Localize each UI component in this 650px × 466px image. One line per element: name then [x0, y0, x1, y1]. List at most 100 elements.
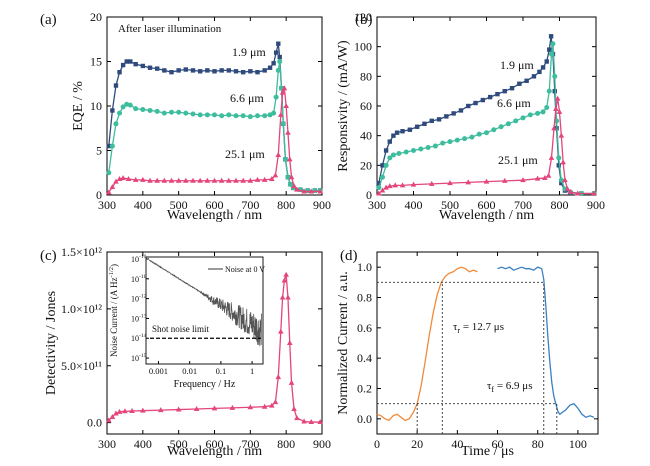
- data-point: [197, 69, 203, 74]
- data-point: [197, 177, 203, 183]
- data-point: [140, 407, 146, 413]
- data-point: [301, 188, 307, 194]
- data-point: [147, 177, 153, 183]
- data-point: [105, 189, 112, 195]
- data-point: [473, 100, 478, 106]
- data-point: [247, 177, 254, 183]
- y-tick-label: 1.0: [357, 260, 372, 274]
- data-point: [308, 419, 315, 425]
- data-point: [558, 177, 564, 183]
- data-point: [129, 408, 135, 414]
- y-tick-label: 0.2: [357, 382, 372, 396]
- data-point: [106, 170, 112, 176]
- data-point: [466, 103, 471, 109]
- data-point: [169, 69, 174, 75]
- data-point: [288, 379, 295, 385]
- data-point: [277, 328, 284, 334]
- data-point: [509, 86, 515, 91]
- data-point: [261, 176, 268, 182]
- y-tick-label: 0.4: [357, 351, 372, 365]
- y-tick-label: 1.0×10¹²: [61, 302, 102, 316]
- data-point: [556, 108, 563, 114]
- data-point: [122, 408, 128, 414]
- data-point: [559, 180, 564, 186]
- data-point: [157, 407, 164, 413]
- data-point: [261, 403, 268, 409]
- data-point: [396, 150, 402, 156]
- data-point: [376, 180, 382, 186]
- inset-x-tick-label: 1: [250, 366, 254, 376]
- data-point: [527, 112, 533, 118]
- data-point: [399, 182, 406, 188]
- data-point: [379, 174, 385, 180]
- panel-label: (c): [40, 248, 57, 264]
- data-point: [537, 69, 542, 75]
- data-point: [154, 177, 160, 183]
- data-point: [161, 110, 167, 116]
- data-point: [262, 113, 268, 119]
- data-point: [128, 59, 133, 64]
- data-point: [591, 190, 597, 196]
- data-point: [240, 177, 246, 183]
- data-point: [255, 113, 260, 119]
- data-point: [117, 69, 122, 75]
- data-point: [176, 109, 182, 115]
- data-point: [574, 190, 581, 196]
- data-point: [272, 399, 279, 405]
- data-point: [218, 177, 225, 183]
- x-tick-label: 800: [277, 198, 295, 212]
- inset-noise-line: [148, 259, 262, 347]
- inset-y-tick-exp: -12: [139, 294, 147, 300]
- y-tick-label: 5.0×10¹¹: [61, 359, 102, 373]
- data-point: [247, 404, 254, 410]
- series-line: [376, 266, 478, 422]
- data-point: [501, 177, 508, 183]
- data-point: [418, 146, 424, 152]
- panel-label: (a): [40, 12, 57, 28]
- x-tick-label: 500: [441, 198, 459, 212]
- series-label: 25.1 μm: [498, 153, 538, 167]
- data-point: [432, 143, 438, 149]
- data-point: [283, 103, 289, 108]
- data-point: [394, 130, 400, 135]
- data-point: [176, 68, 181, 73]
- data-point: [233, 69, 239, 74]
- data-point: [248, 69, 253, 74]
- data-point: [273, 94, 279, 100]
- data-point: [546, 88, 552, 94]
- data-point: [132, 176, 139, 182]
- data-point: [544, 59, 549, 64]
- data-point: [113, 410, 119, 416]
- plot-frame: [376, 251, 599, 435]
- data-point: [505, 121, 511, 127]
- data-point: [240, 113, 246, 119]
- data-point: [440, 140, 446, 146]
- x-tick-label: 300: [98, 198, 116, 212]
- x-tick-label: 700: [241, 198, 259, 212]
- data-point: [447, 139, 453, 145]
- data-point: [273, 50, 279, 55]
- data-point: [288, 174, 295, 180]
- data-point: [301, 418, 307, 424]
- x-tick-label: 500: [170, 437, 188, 451]
- plot-frame: [106, 16, 323, 196]
- data-point: [294, 415, 300, 421]
- data-point: [540, 109, 546, 115]
- data-point: [190, 177, 196, 183]
- series-label: 6.6 μm: [497, 96, 531, 110]
- data-point: [271, 61, 276, 66]
- data-point: [552, 73, 558, 79]
- x-tick-label: 900: [313, 437, 331, 451]
- data-point: [226, 68, 232, 73]
- data-point: [545, 172, 552, 178]
- data-point: [554, 95, 561, 101]
- data-point: [124, 59, 129, 64]
- data-point: [484, 130, 489, 136]
- x-tick-label: 300: [98, 437, 116, 451]
- annotation: After laser illumination: [118, 23, 222, 35]
- data-point: [277, 111, 284, 117]
- data-point: [240, 69, 246, 75]
- data-point: [205, 68, 210, 73]
- data-point: [204, 112, 210, 118]
- data-point: [550, 41, 556, 47]
